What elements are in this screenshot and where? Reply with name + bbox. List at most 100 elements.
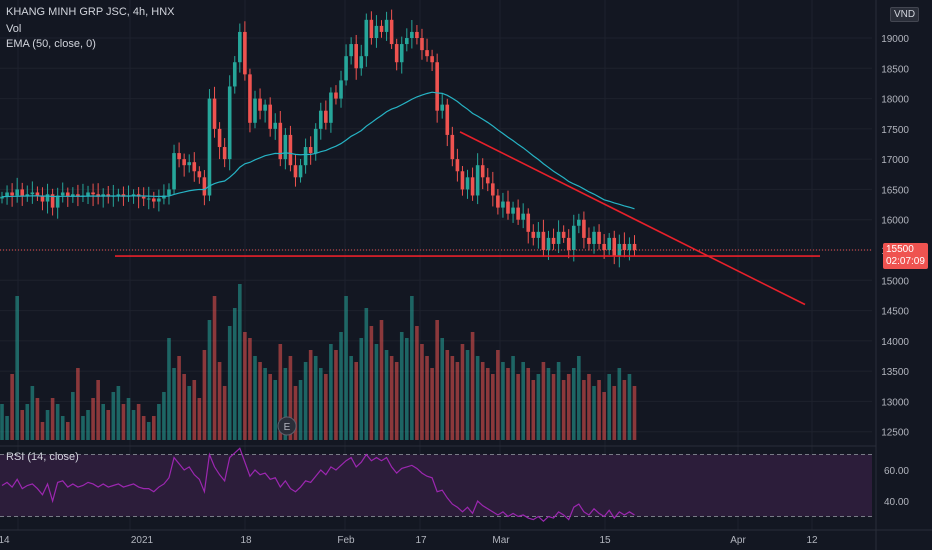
time-tick-label: 14 [0,535,10,546]
candle-body [202,177,207,196]
volume-bar [116,386,121,440]
candle-body [627,243,632,250]
candle-body [546,237,551,250]
candle-body [496,195,500,208]
volume-bar [131,410,136,440]
volume-bar [227,326,232,440]
volume-bar [344,296,348,440]
volume-bar [450,356,455,440]
candle-body [162,195,166,199]
volume-bar [0,404,4,440]
volume-bar [394,362,399,440]
candle-body [71,194,75,197]
price-tick-label: 14500 [881,307,909,318]
candle-body [116,194,121,196]
candle-body [15,189,19,196]
candle-body [96,194,100,197]
candle-body [293,165,298,178]
candle-body [501,201,505,208]
volume-bar [111,392,116,440]
candle-body [460,171,465,190]
candle-body [86,192,90,196]
candle-body [146,198,151,200]
volume-bar [86,410,90,440]
volume-bar [157,404,161,440]
candle-body [516,207,520,220]
candle-body [288,134,293,166]
volume-bar [627,374,632,440]
volume-bar [339,332,343,440]
volume-bar [617,368,622,440]
time-tick-label: 17 [415,535,427,546]
volume-bar [349,356,353,440]
volume-bar [324,374,328,440]
volume-bar [465,350,470,440]
volume-bar [187,386,192,440]
candle-body [65,192,70,197]
volume-bar [435,320,439,440]
candle-body [268,104,272,129]
volume-bar [20,410,25,440]
volume-bar [177,356,181,440]
volume-bar [182,374,186,440]
volume-bar [430,368,434,440]
candle-body [536,231,541,238]
candle-body [258,98,262,111]
candle-body [521,213,525,220]
volume-bar [359,338,364,440]
candle-body [60,192,65,196]
candle-body [76,194,80,197]
candle-body [541,231,546,250]
volume-bar [384,350,389,440]
volume-bar [162,392,166,440]
time-tick-label: Mar [492,535,510,546]
volume-bar [521,362,525,440]
volume-bar [283,368,288,440]
candle-body [571,225,576,250]
volume-bar [35,398,40,440]
candle-body [485,177,490,184]
candle-body [5,192,9,197]
candle-body [91,192,95,195]
candle-body [410,31,414,38]
candle-body [303,147,308,166]
candle-body [324,110,328,123]
currency-badge[interactable]: VND [890,7,920,22]
candle-body [470,177,475,196]
candle-body [475,165,480,196]
volume-bar [192,380,197,440]
candle-body [582,219,586,238]
volume-bar [516,374,520,440]
candle-body [152,198,156,202]
candle-body [253,98,257,123]
time-tick-label: 15 [599,535,611,546]
candle-body [318,110,323,129]
volume-bar [399,332,404,440]
volume-bar [440,338,445,440]
volume-bar [364,308,369,440]
time-tick-label: 12 [806,535,818,546]
candle-body [364,19,369,57]
volume-bar [308,350,313,440]
volume-bar [253,356,257,440]
candle-body [172,153,176,190]
price-tick-label: 16000 [881,216,909,227]
volume-bar [202,350,207,440]
candle-body [531,231,536,238]
candle-body [20,189,25,196]
candle-body [632,243,637,250]
volume-bar [577,356,581,440]
volume-bar [25,404,30,440]
candle-body [222,147,227,160]
candle-body [556,231,561,244]
volume-bar [212,296,217,440]
volume-bar [470,332,475,440]
volume-bar [278,344,283,440]
volume-bar [491,374,495,440]
time-tick-label: Apr [730,535,746,546]
candle-body [612,237,617,257]
volume-legend: Vol [6,23,22,35]
volume-bar [318,368,323,440]
candle-body [157,198,161,202]
